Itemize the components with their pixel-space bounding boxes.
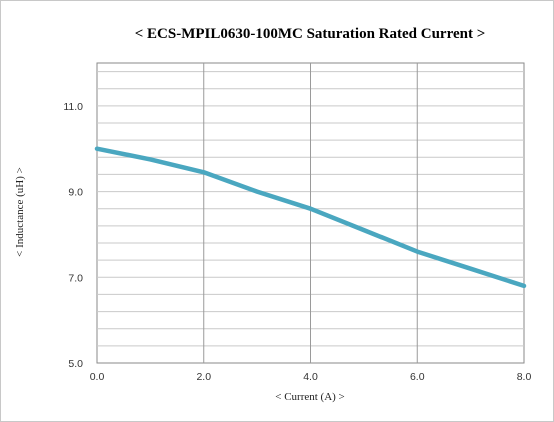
y-axis-label: < Inductance (uH) >	[14, 167, 26, 257]
grid	[97, 63, 524, 363]
y-tick-label: 5.0	[68, 358, 83, 370]
x-tick-label: 4.0	[303, 371, 318, 383]
y-tick-label: 11.0	[63, 101, 83, 113]
x-tick-label: 6.0	[410, 371, 425, 383]
x-tick-label: 2.0	[196, 371, 211, 383]
y-tick-label: 9.0	[68, 187, 83, 199]
x-axis-label: < Current (A) >	[275, 391, 345, 403]
y-tick-label: 7.0	[68, 272, 83, 284]
x-tick-label: 0.0	[90, 371, 105, 383]
tick-labels: 0.0 2.0 4.0 6.0 8.0 5.0 7.0 9.0 11.0	[63, 101, 531, 383]
chart-title: < ECS-MPIL0630-100MC Saturation Rated Cu…	[135, 26, 486, 42]
x-tick-label: 8.0	[517, 371, 532, 383]
series-line	[94, 146, 527, 289]
series-layer	[94, 146, 527, 289]
